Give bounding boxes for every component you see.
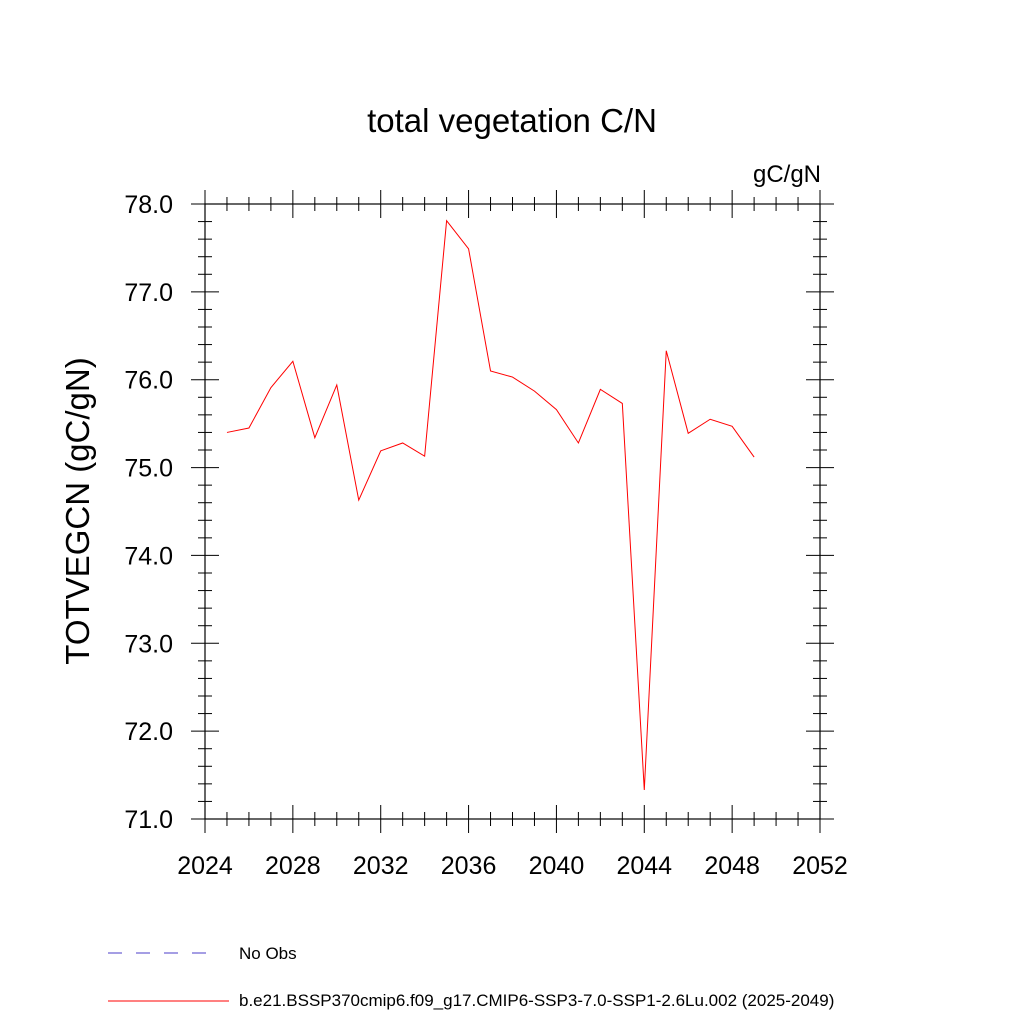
data-point <box>643 789 646 792</box>
data-point <box>379 449 382 452</box>
data-point <box>753 456 756 459</box>
data-point <box>225 431 228 434</box>
legend-label-series: b.e21.BSSP370cmip6.f09_g17.CMIP6-SSP3-7.… <box>239 991 834 1010</box>
data-point <box>445 219 448 222</box>
x-tick-label: 2032 <box>353 852 409 880</box>
x-tick-label: 2044 <box>616 852 672 880</box>
data-point <box>687 432 690 435</box>
series-layer <box>225 219 756 792</box>
x-tick-label: 2028 <box>265 852 321 880</box>
data-point <box>269 386 272 389</box>
y-tick-label: 78.0 <box>124 191 173 219</box>
y-tick-label: 73.0 <box>124 630 173 658</box>
data-point <box>665 349 668 352</box>
data-point <box>467 247 470 250</box>
data-point <box>247 427 250 430</box>
data-point <box>577 441 580 444</box>
x-tick-label: 2048 <box>704 852 760 880</box>
y-tick-label: 72.0 <box>124 718 173 746</box>
data-point <box>291 360 294 363</box>
legend-label-no-obs: No Obs <box>239 944 297 963</box>
x-tick-label: 2052 <box>792 852 848 880</box>
data-point <box>423 455 426 458</box>
x-tick-label: 2036 <box>441 852 497 880</box>
data-point <box>401 441 404 444</box>
plot-frame <box>204 203 821 820</box>
data-point <box>511 376 514 379</box>
y-tick-label: 74.0 <box>124 542 173 570</box>
legend: No Obs b.e21.BSSP370cmip6.f09_g17.CMIP6-… <box>108 944 834 1010</box>
chart-title: total vegetation C/N <box>367 102 657 139</box>
y-tick-label: 76.0 <box>124 367 173 395</box>
y-tick-label: 75.0 <box>124 455 173 483</box>
data-point <box>555 408 558 411</box>
data-point <box>533 390 536 393</box>
data-point <box>313 436 316 439</box>
units-label: gC/gN <box>753 161 821 188</box>
y-axis: 71.0 72.0 73.0 74.0 75.0 76.0 77.0 78.0 <box>124 191 834 834</box>
y-axis-label: TOTVEGCN (gC/gN) <box>59 357 96 664</box>
x-tick-label: 2024 <box>177 852 233 880</box>
data-point <box>489 369 492 372</box>
y-tick-label: 71.0 <box>124 806 173 834</box>
y-tick-label: 77.0 <box>124 279 173 307</box>
x-tick-label: 2040 <box>529 852 585 880</box>
data-point <box>335 383 338 386</box>
data-point <box>731 425 734 428</box>
series-line <box>226 219 755 791</box>
x-axis: 2024 2028 2032 2036 2040 2044 2048 2052 <box>177 190 848 880</box>
data-point <box>599 388 602 391</box>
data-point <box>621 402 624 405</box>
data-point <box>357 499 360 502</box>
data-point <box>709 418 712 421</box>
